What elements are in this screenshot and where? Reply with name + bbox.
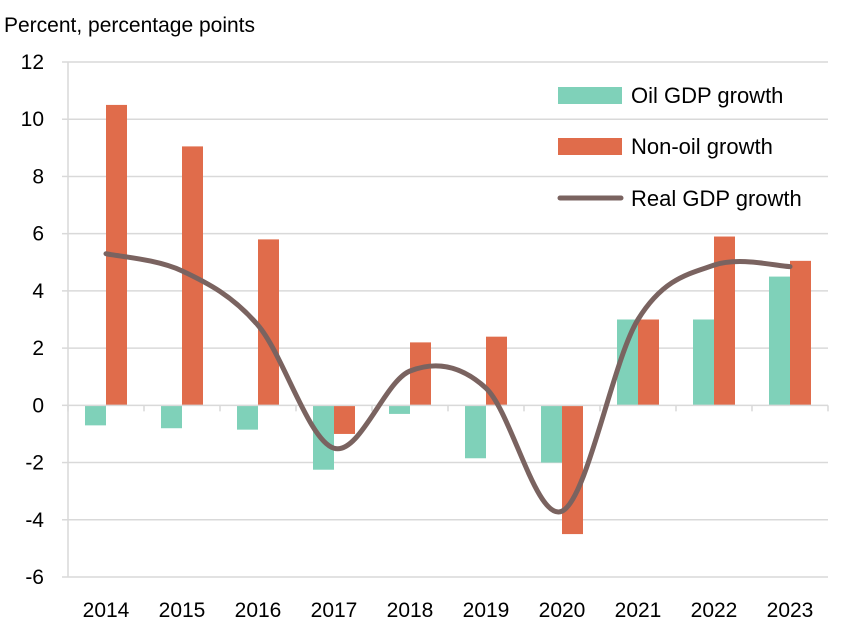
- bar-oil-gdp-growth-2014: [85, 405, 106, 426]
- x-tick-label: 2017: [311, 599, 358, 622]
- bar-oil-gdp-growth-2018: [389, 405, 410, 414]
- legend-swatch-oil-gdp-growth: [558, 87, 622, 104]
- y-tick-label: -6: [25, 566, 44, 589]
- legend-label-non-oil-growth: Non-oil growth: [631, 134, 773, 159]
- bars: [85, 104, 811, 535]
- bar-non-oil-growth-2018: [410, 342, 431, 406]
- bar-oil-gdp-growth-2015: [161, 405, 182, 429]
- y-tick-label: 6: [32, 223, 44, 246]
- bar-oil-gdp-growth-2021: [617, 319, 638, 406]
- x-tick-label: 2020: [539, 599, 586, 622]
- y-tick-label: 2: [32, 337, 44, 360]
- y-tick-label: 4: [32, 280, 44, 303]
- bar-oil-gdp-growth-2016: [237, 405, 258, 430]
- line-real-gdp-growth: [103, 251, 793, 515]
- legend-label-real-gdp-growth: Real GDP growth: [631, 186, 802, 211]
- unit-label: Percent, percentage points: [4, 14, 255, 37]
- y-tick-label: 0: [32, 394, 44, 417]
- tick-labels: -6 -4 -2 0 2 4 6 8 10 12 2014 2015 2016 2017 2018 2019 2…: [21, 51, 814, 622]
- x-tick-label: 2019: [463, 599, 510, 622]
- bar-non-oil-growth-2019: [486, 336, 507, 406]
- x-tick-label: 2023: [767, 599, 814, 622]
- x-tick-label: 2016: [235, 599, 282, 622]
- axes: [62, 61, 829, 578]
- bar-non-oil-growth-2020: [562, 405, 583, 535]
- bar-non-oil-growth-2023: [790, 260, 811, 406]
- y-tick-label: -2: [25, 452, 44, 475]
- bar-non-oil-growth-2016: [258, 239, 279, 406]
- x-tick-label: 2018: [387, 599, 434, 622]
- x-tick-label: 2022: [691, 599, 738, 622]
- bar-oil-gdp-growth-2020: [541, 405, 562, 463]
- bar-non-oil-growth-2021: [638, 319, 659, 406]
- legend-label-oil-gdp-growth: Oil GDP growth: [631, 83, 783, 108]
- legend-swatch-non-oil-growth: [558, 138, 622, 155]
- y-tick-label: 8: [32, 165, 44, 188]
- bar-non-oil-growth-2022: [714, 236, 735, 406]
- x-tick-label: 2021: [615, 599, 662, 622]
- bar-non-oil-growth-2017: [334, 405, 355, 434]
- y-tick-label: -4: [25, 509, 44, 532]
- y-tick-label: 12: [21, 51, 44, 74]
- bar-oil-gdp-growth-2022: [693, 319, 714, 406]
- line-series: [103, 251, 793, 515]
- bar-oil-gdp-growth-2019: [465, 405, 486, 459]
- bar-oil-gdp-growth-2023: [769, 276, 790, 406]
- x-tick-label: 2014: [83, 599, 130, 622]
- legend: Oil GDP growth Non-oil growth Real GDP gro…: [557, 83, 802, 211]
- y-tick-label: 10: [21, 108, 44, 131]
- x-tick-label: 2015: [159, 599, 206, 622]
